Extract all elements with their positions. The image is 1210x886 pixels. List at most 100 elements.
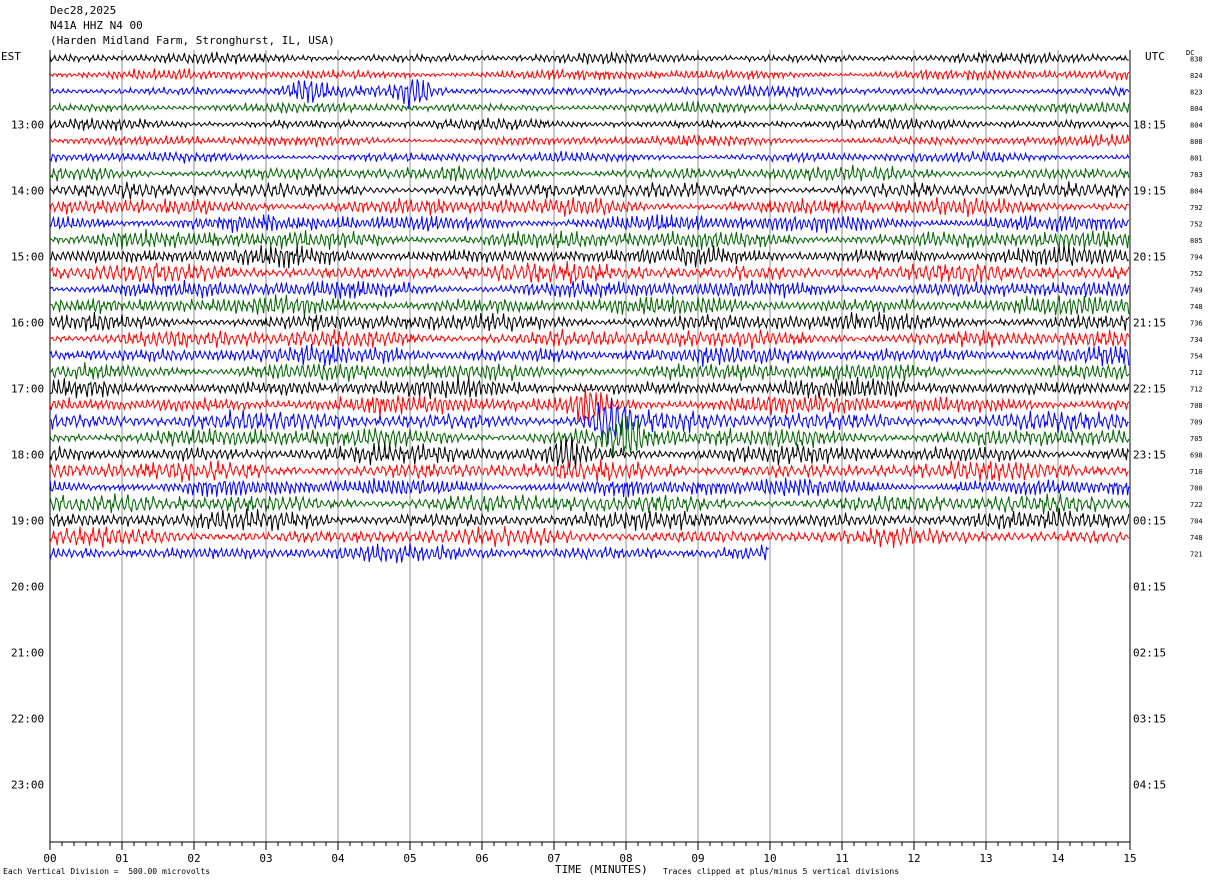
dc-offset-value: 712: [1190, 385, 1203, 393]
x-tick-label: 05: [403, 852, 416, 865]
seismic-trace-row: [49, 376, 1130, 400]
dc-offset-value: 736: [1190, 319, 1203, 327]
seismic-trace-row: [49, 100, 1130, 115]
x-tick-label: 14: [1051, 852, 1065, 865]
dc-offset-value: 801: [1190, 154, 1203, 162]
seismic-trace-row: [49, 477, 1130, 498]
seismic-trace-row: [49, 416, 1130, 458]
dc-offset-value: 823: [1190, 88, 1203, 96]
utc-hour-label: 19:15: [1133, 184, 1166, 197]
seismic-trace-row: [49, 197, 1130, 217]
utc-hour-label: 22:15: [1133, 382, 1166, 395]
utc-hour-label: 01:15: [1133, 580, 1166, 593]
utc-hour-label: 20:15: [1133, 250, 1166, 263]
dc-offset-value: 804: [1190, 187, 1203, 195]
x-tick-label: 06: [475, 852, 488, 865]
header-date: Dec28,2025: [50, 4, 117, 17]
dc-offset-value: 754: [1190, 352, 1203, 360]
seismic-trace-row: [49, 328, 1130, 350]
x-tick-label: 12: [907, 852, 920, 865]
seismic-trace-row: [49, 507, 1130, 532]
footer-scale-note: Each Vertical Division = 500.00 microvol…: [3, 867, 211, 876]
timezone-right-label: UTC: [1145, 50, 1165, 63]
seismic-trace-row: [49, 493, 1130, 515]
seismic-trace-row: [49, 543, 770, 564]
seismic-trace-row: [49, 344, 1130, 367]
header-location: (Harden Midland Farm, Stronghurst, IL, U…: [50, 34, 335, 47]
seismic-trace-row: [49, 244, 1130, 269]
dc-offset-value: 794: [1190, 253, 1203, 261]
footer-clip-note: Traces clipped at plus/minus 5 vertical …: [663, 867, 900, 876]
dc-offset-value: 700: [1190, 484, 1203, 492]
utc-hour-label: 04:15: [1133, 778, 1166, 791]
timezone-left-label: EST: [1, 50, 21, 63]
seismic-trace-row: [49, 362, 1130, 382]
seismic-trace-row: [49, 436, 1130, 470]
seismic-trace-row: [49, 133, 1130, 148]
utc-hour-label: 02:15: [1133, 646, 1166, 659]
x-tick-label: 13: [979, 852, 992, 865]
dc-offset-value: 804: [1190, 121, 1203, 129]
seismic-trace-row: [49, 279, 1130, 300]
dc-offset-value: 705: [1190, 435, 1203, 443]
seismic-trace-row: [49, 68, 1130, 82]
dc-offset-value: 704: [1190, 517, 1203, 525]
x-tick-label: 07: [547, 852, 560, 865]
seismic-trace-row: [49, 150, 1130, 164]
dc-offset-value: 752: [1190, 220, 1203, 228]
x-tick-label: 03: [259, 852, 272, 865]
dc-column-label: DC: [1186, 49, 1195, 57]
seismic-trace-row: [49, 294, 1130, 317]
x-tick-label: 08: [619, 852, 632, 865]
dc-offset-value: 752: [1190, 270, 1203, 278]
utc-hour-label: 03:15: [1133, 712, 1166, 725]
x-tick-label: 11: [835, 852, 848, 865]
est-hour-label: 20:00: [11, 580, 44, 593]
dc-offset-value: 721: [1190, 550, 1203, 558]
utc-hour-label: 18:15: [1133, 118, 1166, 131]
dc-offset-value: 804: [1190, 105, 1203, 113]
dc-offset-value: 722: [1190, 501, 1203, 509]
label-layer: 00 01 02 03 04 05 06 07 08 09 10 11 12 13 14 15 13:00 18:…: [11, 55, 1203, 865]
dc-offset-value: 749: [1190, 286, 1203, 294]
est-hour-label: 14:00: [11, 184, 44, 197]
dc-offset-value: 710: [1190, 468, 1203, 476]
x-tick-label: 00: [43, 852, 56, 865]
dc-offset-value: 748: [1190, 303, 1203, 311]
x-tick-label: 02: [187, 852, 200, 865]
seismic-trace-row: [49, 164, 1130, 182]
seismic-trace-row: [49, 117, 1129, 131]
est-hour-label: 13:00: [11, 118, 44, 131]
x-tick-label: 10: [763, 852, 776, 865]
est-hour-label: 23:00: [11, 778, 44, 791]
seismic-trace-row: [49, 229, 1130, 251]
dc-offset-value: 712: [1190, 369, 1203, 377]
seismic-trace-row: [49, 261, 1130, 285]
est-hour-label: 15:00: [11, 250, 44, 263]
dc-offset-value: 748: [1190, 534, 1203, 542]
x-tick-label: 15: [1123, 852, 1136, 865]
x-tick-label: 09: [691, 852, 704, 865]
x-tick-label: 01: [115, 852, 128, 865]
x-tick-label: 04: [331, 852, 345, 865]
dc-offset-value: 808: [1190, 138, 1203, 146]
dc-offset-value: 698: [1190, 451, 1203, 459]
est-hour-label: 18:00: [11, 448, 44, 461]
dc-offset-value: 838: [1190, 55, 1203, 63]
utc-hour-label: 00:15: [1133, 514, 1166, 527]
seismic-trace-row: [49, 387, 1130, 426]
trace-layer: [49, 51, 1130, 564]
seismic-trace-row: [49, 397, 1130, 445]
utc-hour-label: 23:15: [1133, 448, 1166, 461]
dc-offset-value: 824: [1190, 72, 1203, 80]
header-station: N41A HHZ N4 00: [50, 19, 143, 32]
est-hour-label: 21:00: [11, 646, 44, 659]
dc-offset-value: 792: [1190, 204, 1203, 212]
seismic-trace-row: [49, 526, 1130, 549]
seismic-trace-row: [49, 311, 1130, 332]
seismic-trace-row: [49, 51, 1129, 65]
seismic-trace-row: [49, 214, 1130, 234]
est-hour-label: 16:00: [11, 316, 44, 329]
dc-offset-value: 783: [1190, 171, 1203, 179]
